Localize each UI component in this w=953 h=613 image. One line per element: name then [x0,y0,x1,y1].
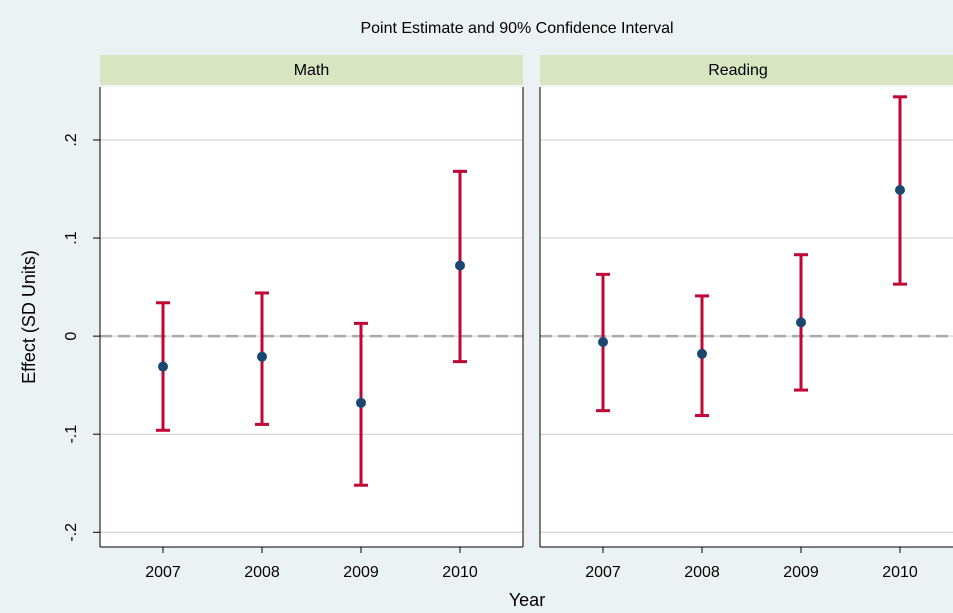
x-axis-title: Year [509,590,545,610]
x-tick-label: 2009 [343,564,379,581]
point [158,361,168,372]
point [455,260,465,271]
point [796,317,806,328]
x-tick-label: 2009 [783,564,819,581]
x-tick-label: 2010 [442,564,478,581]
strip [540,55,953,85]
x-tick-label: 2010 [882,564,918,581]
x-tick-label: 2007 [145,564,181,581]
y-tick-label: 0 [63,332,80,341]
x-tick-label: 2008 [244,564,280,581]
y-tick-label: -.2 [63,523,80,542]
plot-area [100,87,523,547]
point [356,397,366,408]
point [598,337,608,348]
y-tick-label: .1 [63,231,80,244]
y-tick-label: .2 [63,133,80,146]
panel-title: Reading [708,62,768,79]
plot-area [540,87,953,547]
chart-title: Point Estimate and 90% Confidence Interv… [360,20,673,37]
x-tick-label: 2007 [585,564,621,581]
x-tick-label: 2008 [684,564,720,581]
panel-title: Math [294,62,330,79]
y-tick-label: -.1 [63,425,80,444]
strip [100,55,523,85]
point [697,348,707,359]
point [257,351,267,362]
y-axis-title: Effect (SD Units) [19,250,39,384]
point [895,184,905,195]
